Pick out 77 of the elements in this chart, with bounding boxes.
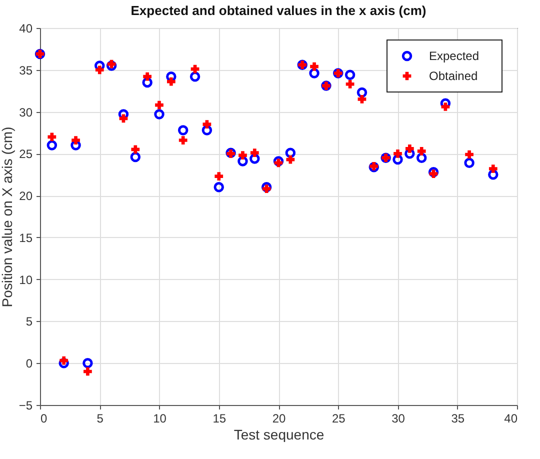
point: [416, 152, 427, 163]
point: [274, 158, 283, 168]
point: [46, 140, 58, 150]
y-tick-label: 0: [26, 356, 33, 371]
x-tick-label: 10: [153, 412, 167, 426]
point: [440, 98, 451, 109]
chart-title: Expected and obtained values in the x axis (cm): [130, 3, 426, 18]
point: [285, 148, 296, 158]
point: [250, 148, 259, 158]
point: [346, 80, 354, 88]
point: [465, 150, 474, 159]
point: [95, 66, 104, 74]
point: [214, 172, 224, 180]
point: [404, 148, 415, 159]
point: [178, 136, 188, 144]
point: [143, 72, 152, 81]
point: [178, 125, 188, 136]
point: [273, 156, 284, 166]
point: [261, 182, 272, 192]
point: [250, 154, 260, 164]
point: [488, 164, 498, 173]
point: [405, 144, 414, 153]
point: [262, 184, 271, 194]
legend-label: Expected: [429, 49, 480, 63]
point: [106, 60, 117, 71]
point: [60, 356, 68, 365]
y-tick-label: 30: [19, 105, 33, 120]
y-tick-label: 10: [19, 272, 33, 287]
point: [394, 149, 402, 158]
x-tick-label: 5: [96, 412, 104, 426]
y-tick-label: 25: [19, 147, 33, 162]
point: [214, 182, 224, 192]
point: [190, 71, 200, 82]
x-tick-label: 20: [272, 412, 286, 426]
legend-label: Obtained: [429, 69, 478, 83]
point: [48, 132, 56, 142]
point: [166, 77, 176, 86]
point: [392, 154, 403, 165]
point: [84, 367, 92, 376]
point: [58, 358, 69, 368]
y-tick-label: 5: [26, 314, 33, 329]
point: [202, 120, 212, 129]
point: [202, 125, 212, 136]
point: [130, 152, 141, 162]
point: [309, 68, 320, 78]
y-tick-label: 15: [19, 230, 33, 245]
y-axis-title: Position value on X axis (cm): [0, 126, 15, 308]
point: [131, 145, 140, 154]
point: [441, 102, 450, 111]
point: [310, 62, 318, 71]
point: [72, 136, 80, 144]
x-tick-label: 15: [212, 412, 226, 426]
point: [358, 95, 366, 104]
point: [286, 155, 295, 164]
point: [82, 358, 93, 368]
y-tick-label: 20: [19, 189, 33, 204]
point: [429, 170, 438, 178]
x-tick-label: 30: [392, 412, 406, 426]
point: [417, 146, 426, 156]
y-tick-label: 40: [19, 22, 33, 36]
y-tick-label: −5: [18, 398, 33, 412]
point: [238, 151, 247, 160]
point: [428, 166, 439, 178]
point: [142, 77, 152, 88]
x-tick-label: 0: [40, 412, 48, 426]
y-tick-label: 35: [19, 63, 33, 78]
x-tick-label: 40: [504, 412, 518, 426]
point: [464, 158, 474, 168]
point: [238, 156, 248, 166]
point: [70, 140, 81, 150]
point: [356, 87, 368, 98]
x-tick-label: 25: [332, 412, 346, 426]
point: [155, 100, 164, 110]
point: [344, 70, 356, 80]
point: [154, 109, 164, 120]
x-tick-label: 35: [451, 412, 465, 426]
point: [488, 169, 498, 180]
